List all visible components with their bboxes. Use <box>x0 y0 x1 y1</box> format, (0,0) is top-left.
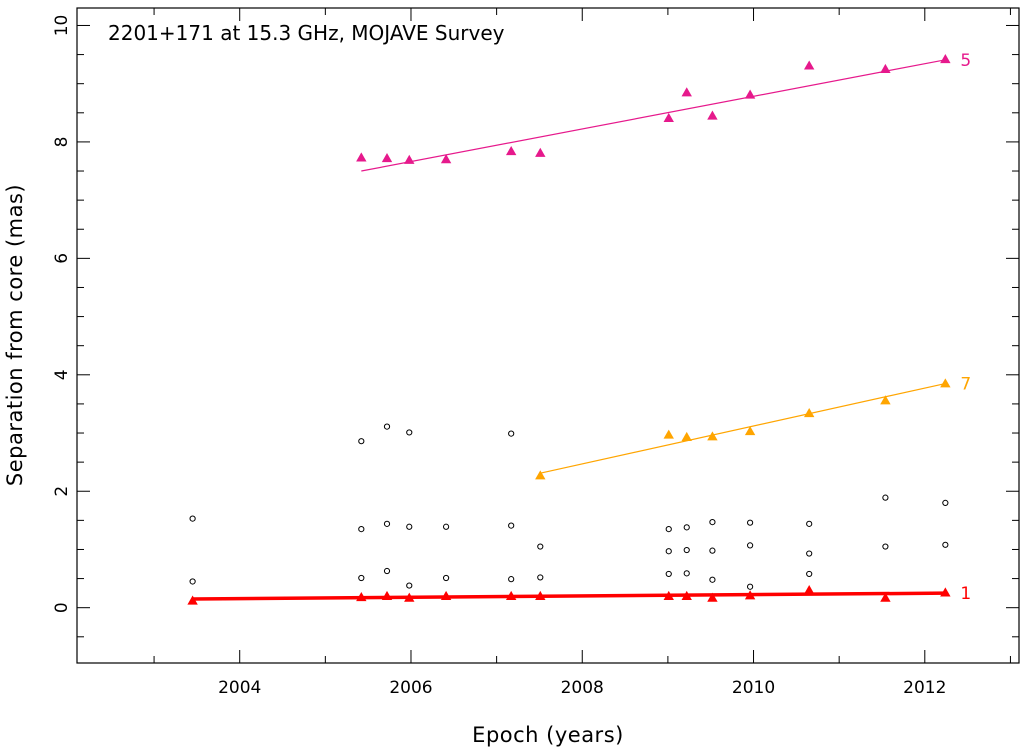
data-point-component-5 <box>381 153 393 163</box>
y-tick-label: 2 <box>52 486 72 497</box>
data-point-unassigned <box>406 523 413 530</box>
data-point-unassigned <box>537 543 544 550</box>
data-point-unassigned <box>383 520 391 527</box>
data-point-unassigned <box>747 542 754 549</box>
y-tick-label: 4 <box>52 369 72 380</box>
x-tick-label: 2008 <box>561 678 604 698</box>
x-axis-ticks: 2004 2006 2008 2010 2012 <box>153 8 1011 698</box>
data-point-unassigned <box>806 520 813 527</box>
data-point-unassigned <box>189 578 196 585</box>
fit-lines <box>192 59 946 601</box>
data-point-component-1 <box>505 590 517 600</box>
data-point-unassigned <box>882 494 889 501</box>
data-point-component-7 <box>663 429 674 439</box>
data-point-unassigned <box>747 583 754 590</box>
y-tick-label: 10 <box>52 15 72 37</box>
data-point-unassigned <box>189 515 196 522</box>
data-point-unassigned <box>665 525 672 533</box>
y-tick-label: 8 <box>52 136 72 147</box>
data-point-unassigned <box>358 525 365 533</box>
y-axis-title: Separation from core (mas) <box>3 184 27 486</box>
y-tick-label: 0 <box>52 602 72 613</box>
data-point-component-5 <box>440 154 452 164</box>
data-point-component-5 <box>940 54 951 64</box>
y-tick-label: 6 <box>52 253 72 264</box>
data-point-component-5 <box>803 60 815 70</box>
data-point-component-5 <box>663 112 674 122</box>
data-point-unassigned <box>383 423 391 430</box>
data-point-component-5 <box>535 147 546 157</box>
series-label-component-1: 1 <box>960 584 971 604</box>
x-tick-label: 2010 <box>732 678 775 698</box>
data-point-component-5 <box>744 89 756 99</box>
data-point-unassigned <box>942 499 949 506</box>
data-point-component-5 <box>707 110 718 120</box>
fit-line-component-5 <box>361 59 946 172</box>
x-tick-label: 2012 <box>903 678 946 698</box>
y-axis-ticks: 0 2 4 6 8 10 <box>52 15 1019 638</box>
series-label-component-5: 5 <box>960 51 971 71</box>
series-labels: 5 7 1 <box>960 51 971 604</box>
data-point-unassigned <box>358 574 365 582</box>
data-point-component-7 <box>681 431 692 441</box>
data-point-unassigned <box>806 550 813 557</box>
data-point-unassigned <box>942 541 949 548</box>
data-point-unassigned <box>508 576 515 583</box>
data-markers <box>187 54 951 605</box>
data-point-unassigned <box>709 576 716 583</box>
data-point-component-1 <box>356 592 367 602</box>
data-point-component-5 <box>356 152 367 162</box>
data-point-component-1 <box>744 590 756 600</box>
data-point-unassigned <box>442 523 450 530</box>
series-label-component-7: 7 <box>960 375 971 395</box>
data-point-component-7 <box>744 426 756 436</box>
data-point-component-5 <box>880 63 891 74</box>
data-point-unassigned <box>358 438 365 445</box>
data-point-component-1 <box>707 592 718 602</box>
data-point-unassigned <box>537 574 544 581</box>
data-point-unassigned <box>882 543 889 550</box>
data-point-unassigned <box>709 547 716 554</box>
chart-title: 2201+171 at 15.3 GHz, MOJAVE Survey <box>108 21 505 45</box>
fit-line-component-1 <box>192 591 946 601</box>
data-point-component-7 <box>535 470 546 480</box>
data-point-unassigned <box>747 519 754 526</box>
data-point-component-7 <box>707 431 718 441</box>
data-point-unassigned <box>806 570 813 578</box>
data-point-component-1 <box>663 590 674 600</box>
data-point-component-7 <box>940 378 951 388</box>
data-point-unassigned <box>508 522 515 529</box>
fit-line-component-7 <box>540 382 946 474</box>
data-point-component-7 <box>803 408 815 418</box>
data-point-component-5 <box>681 87 692 97</box>
data-point-unassigned <box>508 430 515 437</box>
data-point-component-1 <box>681 590 692 600</box>
data-point-unassigned <box>683 546 690 554</box>
data-point-unassigned <box>665 548 672 555</box>
data-point-component-1 <box>404 592 415 602</box>
x-tick-label: 2006 <box>389 678 432 698</box>
data-point-unassigned <box>683 570 690 577</box>
data-point-component-1 <box>187 595 198 605</box>
x-tick-label: 2004 <box>218 678 261 698</box>
data-point-unassigned <box>383 567 391 575</box>
data-point-component-1 <box>880 592 891 602</box>
data-point-unassigned <box>442 574 450 582</box>
data-point-unassigned <box>406 429 413 436</box>
data-point-component-1 <box>535 590 546 600</box>
data-point-component-7 <box>880 395 891 405</box>
plot-frame <box>76 7 1020 664</box>
data-point-component-5 <box>505 146 517 156</box>
data-point-component-1 <box>940 587 951 597</box>
data-point-unassigned <box>709 519 716 526</box>
data-point-unassigned <box>406 582 413 589</box>
data-point-component-1 <box>381 590 393 600</box>
data-point-unassigned <box>665 570 672 578</box>
data-point-component-1 <box>440 590 452 600</box>
x-axis-title: Epoch (years) <box>472 723 624 747</box>
data-point-unassigned <box>683 524 690 531</box>
data-point-component-5 <box>404 154 415 164</box>
data-point-component-1 <box>803 585 815 595</box>
